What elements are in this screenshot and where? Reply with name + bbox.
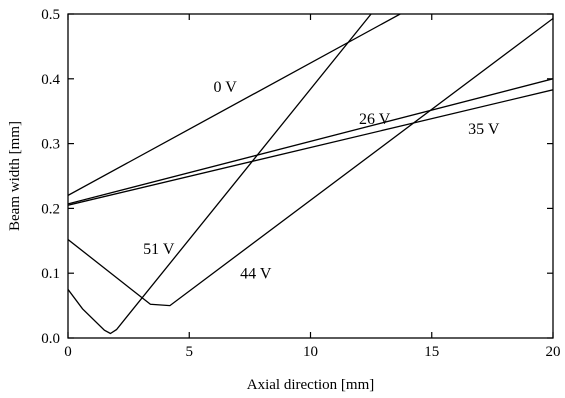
y-tick-label: 0.4	[41, 72, 60, 88]
y-tick-label: 0.5	[41, 7, 60, 23]
y-tick-label: 0.1	[41, 266, 60, 282]
series-label-44-v: 44 V	[240, 265, 272, 282]
series-line-26-v	[68, 78, 553, 205]
y-axis: 0.0 0.1 0.2 0.3 0.4 0.5	[41, 7, 553, 347]
series-line-51-v	[68, 14, 372, 335]
x-axis: 0 5 10 15 20	[64, 14, 561, 360]
series-line-0-v	[68, 14, 401, 196]
y-axis-title: Beam width [mm]	[7, 121, 23, 231]
x-tick-label: 15	[424, 344, 439, 360]
series-line-44-v	[68, 17, 553, 307]
y-tick-label: 0.0	[41, 331, 60, 347]
series-label-0-v: 0 V	[214, 79, 238, 96]
x-tick-label: 10	[303, 344, 318, 360]
x-tick-label: 0	[64, 344, 72, 360]
y-tick-label: 0.2	[41, 201, 60, 217]
series-label-26-v: 26 V	[359, 111, 391, 128]
series-label-51-v: 51 V	[143, 241, 175, 258]
plot-area: 0 V 26 V 35 V 51 V 44 V	[67, 13, 554, 339]
y-tick-label: 0.3	[41, 137, 60, 153]
x-tick-label: 5	[186, 344, 194, 360]
x-tick-label: 20	[546, 344, 561, 360]
series-line-35-v	[68, 89, 553, 206]
x-axis-title: Axial direction [mm]	[247, 377, 374, 393]
series-label-35-v: 35 V	[468, 121, 500, 138]
